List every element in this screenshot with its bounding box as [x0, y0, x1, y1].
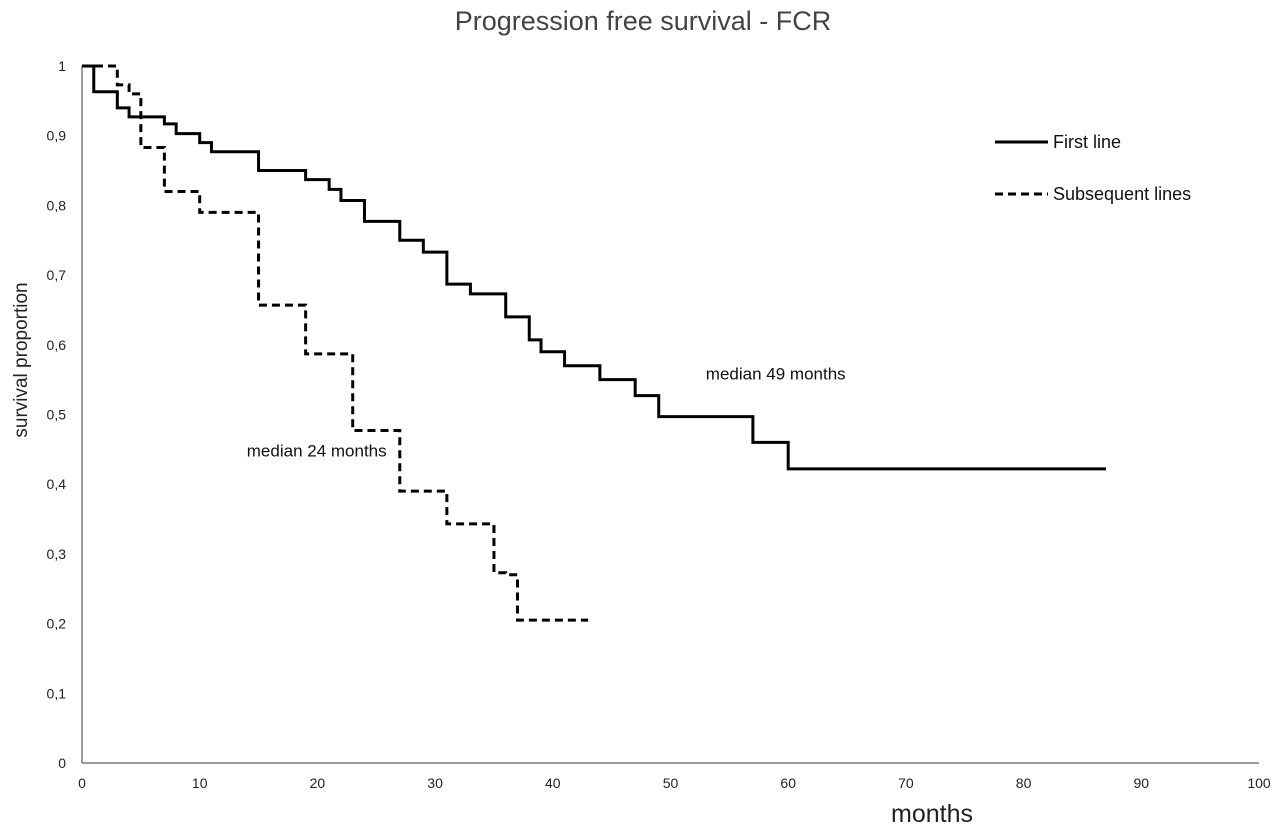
legend-label: First line — [1053, 132, 1121, 152]
x-tick-labels: 0 10 20 30 40 50 60 70 80 90 100 — [78, 775, 1271, 791]
y-tick-label: 0,8 — [47, 197, 67, 213]
y-tick-label: 0 — [58, 755, 66, 771]
annotations: median 49 months median 24 months — [247, 365, 846, 461]
y-tick-label: 0,6 — [47, 337, 67, 353]
x-axis-label: months — [891, 800, 973, 828]
x-tick-label: 50 — [663, 775, 679, 791]
series-line-subsequent-lines — [82, 64, 589, 622]
series-line-first-line — [82, 64, 1106, 471]
y-axis-label: survival proportion — [11, 282, 32, 437]
x-tick-label: 10 — [192, 775, 208, 791]
x-tick-label: 0 — [78, 775, 86, 791]
legend-label: Subsequent lines — [1053, 184, 1191, 204]
x-tick-label: 40 — [545, 775, 561, 791]
x-tick-label: 20 — [310, 775, 326, 791]
y-tick-label: 0,2 — [47, 616, 67, 632]
legend: First line Subsequent lines — [995, 132, 1191, 204]
x-tick-label: 100 — [1247, 775, 1271, 791]
x-tick-label: 30 — [427, 775, 443, 791]
x-tick-label: 80 — [1016, 775, 1032, 791]
x-tick-label: 90 — [1134, 775, 1150, 791]
y-tick-label: 0,4 — [47, 476, 67, 492]
x-tick-label: 70 — [898, 775, 914, 791]
x-tick-label: 60 — [780, 775, 796, 791]
y-tick-label: 1 — [58, 58, 66, 74]
y-tick-label: 0,3 — [47, 546, 67, 562]
y-tick-label: 0,5 — [47, 407, 67, 423]
median-annotation: median 24 months — [247, 441, 387, 460]
series-layer — [82, 64, 1106, 622]
y-tick-labels: 0 0,1 0,2 0,3 0,4 0,5 0,6 0,7 0,8 0,9 1 — [47, 58, 67, 771]
y-tick-label: 0,1 — [47, 685, 67, 701]
y-tick-label: 0,7 — [47, 267, 67, 283]
y-tick-label: 0,9 — [47, 128, 67, 144]
chart-title: Progression free survival - FCR — [455, 6, 832, 36]
median-annotation: median 49 months — [706, 365, 846, 384]
